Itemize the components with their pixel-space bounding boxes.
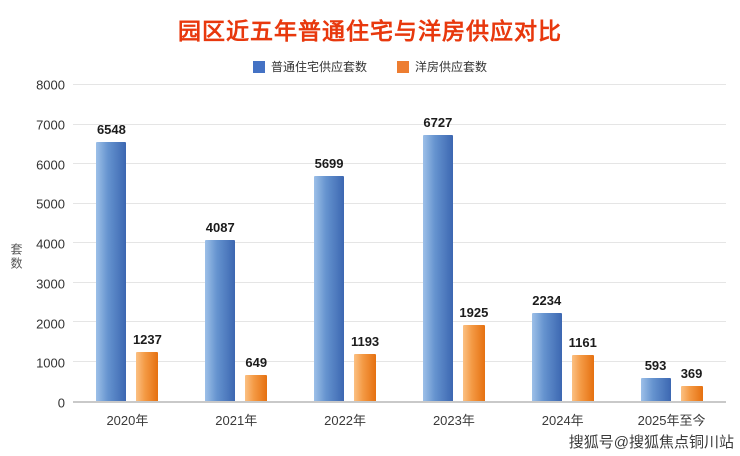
y-tick-label: 1000 [36,355,65,371]
bar-value-label: 593 [644,357,667,373]
x-tick-label: 2020年 [106,413,149,428]
legend-swatch-primary [252,60,265,73]
watermark: 搜狐号@搜狐焦点铜川站 [568,434,734,451]
bar [136,352,159,401]
bar-slot: 4087 [205,85,236,401]
y-axis-label: 套数 [9,243,23,271]
bar [422,135,453,401]
bar [245,375,268,401]
bar-value-label: 6548 [96,122,126,138]
bar-slot: 593 [640,85,671,401]
bar-group: 6548 1237 [73,85,182,401]
bar-value-label: 1161 [568,335,597,351]
bar-slot: 1193 [350,85,380,401]
legend-swatch-secondary [397,60,409,73]
chart-area: 套数 0 1000 2000 3000 4000 5000 6000 7000 8000 654… [8,78,726,429]
bar [571,355,594,401]
y-tick-label: 3000 [36,276,65,292]
bar-group: 5699 1193 [291,85,400,401]
bar [640,377,671,401]
bar-group: 2234 1161 [508,85,617,401]
bar-value-label: 2234 [532,292,562,308]
bar-value-label: 1237 [132,332,162,348]
x-tick-label: 2022年 [324,413,367,428]
gridline [73,123,726,125]
bar [314,175,345,401]
plot-row: 0 1000 2000 3000 4000 5000 6000 7000 8000 6548 12… [27,78,726,411]
bar-slot: 1237 [133,85,162,401]
bar-groups: 6548 1237 4087 649 5699 1193 6727 1925 2234 1161 5… [73,85,726,401]
y-tick-label: 8000 [36,77,65,93]
bar-value-label: 369 [680,366,703,382]
legend-item-secondary: 洋房供应套数 [397,58,487,75]
bar [354,353,377,401]
bar [462,324,485,401]
x-tick-label: 2024年 [541,413,584,428]
y-tick-label: 5000 [36,196,65,212]
chart-title: 园区近五年普通住宅与洋房供应对比 [178,18,562,44]
gridline [73,202,726,204]
x-axis-labels: 2020年 2021年 2022年 2023年 2024年 2025年至今 [73,403,726,429]
bar-group: 593 369 [617,85,726,401]
x-axis-spacer [27,403,73,429]
bar-slot: 5699 [314,85,345,401]
plot-wrap: 0 1000 2000 3000 4000 5000 6000 7000 8000 6548 12… [27,78,726,429]
bar-slot: 1161 [568,85,597,401]
gridline [73,321,726,322]
legend-label-secondary: 洋房供应套数 [415,60,488,74]
bar [680,386,703,401]
x-tick-label: 2023年 [432,413,475,428]
gridline [73,281,726,283]
x-tick-label: 2025年至今 [637,413,706,428]
bar-slot: 649 [245,85,268,401]
bar-value-label: 649 [245,355,268,371]
legend-item-primary: 普通住宅供应套数 [252,58,367,75]
bar-value-label: 5699 [314,155,344,171]
plot-area: 6548 1237 4087 649 5699 1193 6727 1925 2234 1161 5… [73,84,726,403]
gridline [73,242,726,243]
bar-value-label: 1193 [350,333,380,349]
bar-slot: 1925 [459,85,488,401]
y-tick-label: 0 [57,395,65,411]
gridline [73,84,726,85]
bar [531,312,562,401]
bar-group: 4087 649 [182,85,291,401]
y-tick-label: 4000 [36,236,65,252]
bar-slot: 369 [680,85,703,401]
bar [205,239,236,401]
bar-group: 6727 1925 [399,85,508,401]
bar-slot: 6727 [422,85,453,401]
y-axis-ticks: 0 1000 2000 3000 4000 5000 6000 7000 8000 [27,78,73,411]
bar [96,142,127,401]
y-tick-label: 6000 [36,157,65,172]
x-tick-label: 2021年 [215,413,258,428]
gridline [73,163,726,164]
legend-label-primary: 普通住宅供应套数 [270,60,367,74]
bar-slot: 2234 [531,85,562,401]
legend: 普通住宅供应套数 洋房供应套数 [0,58,740,75]
y-tick-label: 7000 [36,117,65,133]
y-tick-label: 2000 [36,316,65,331]
bar-value-label: 4087 [205,219,235,235]
gridline [73,360,726,362]
bar-value-label: 6727 [423,115,453,131]
bar-value-label: 1925 [459,304,489,320]
bar-slot: 6548 [96,85,127,401]
x-axis-row: 2020年 2021年 2022年 2023年 2024年 2025年至今 [27,403,726,429]
